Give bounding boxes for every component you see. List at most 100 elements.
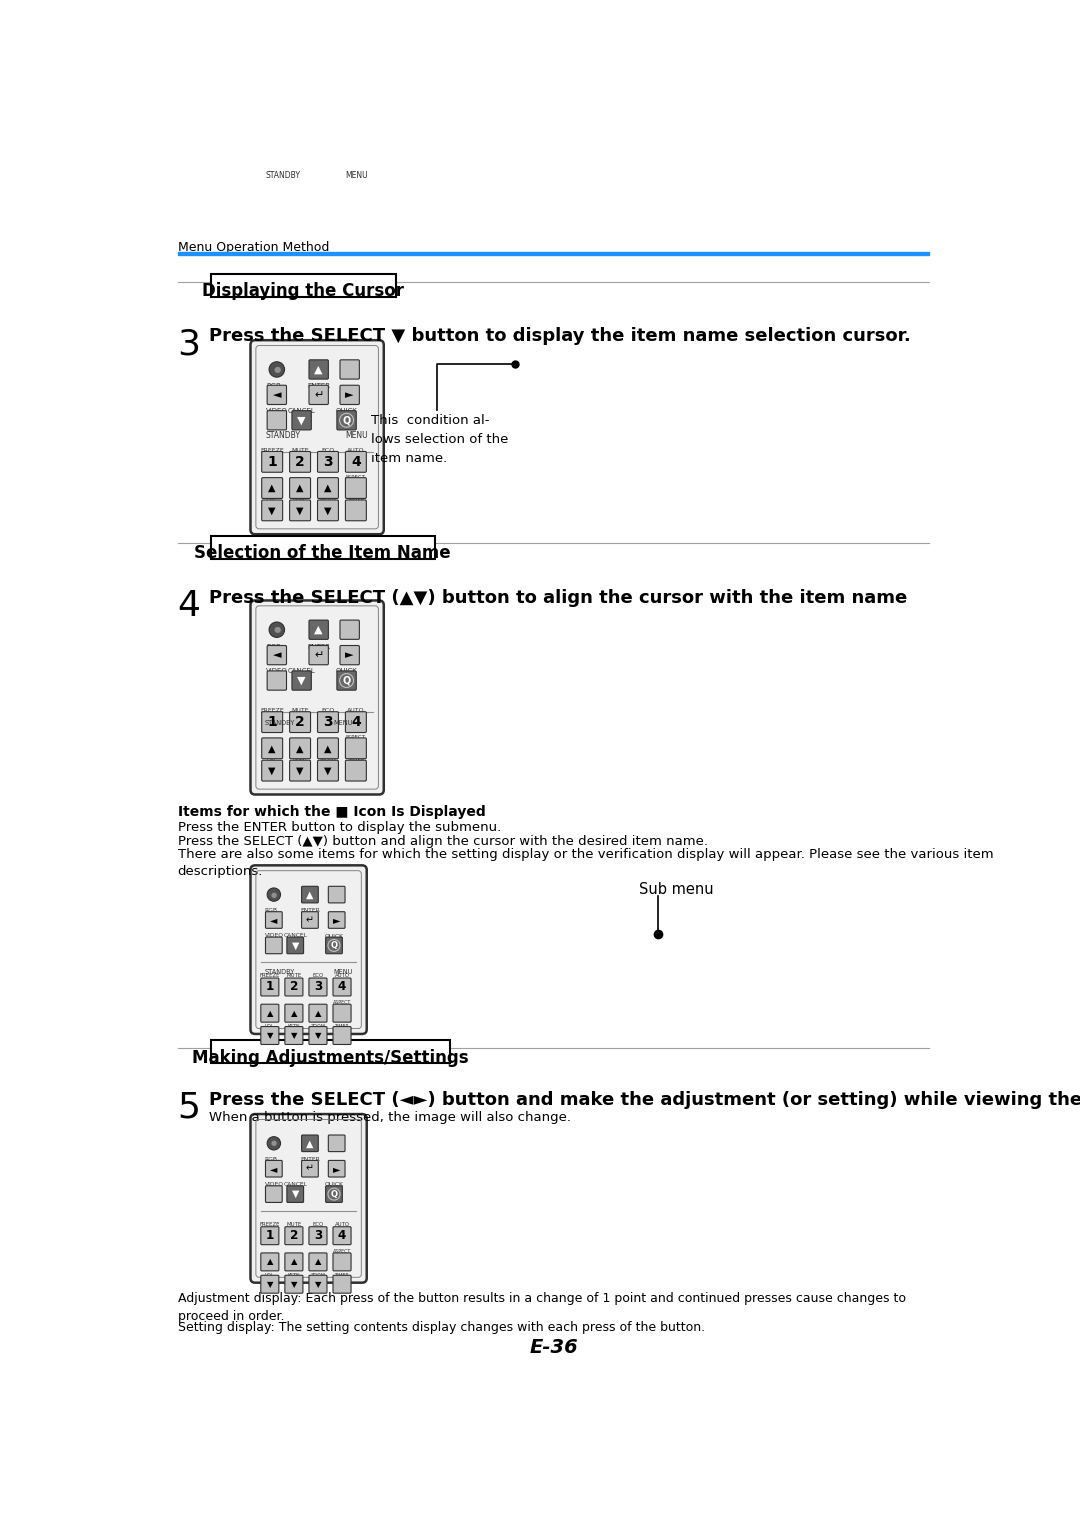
FancyBboxPatch shape <box>260 1276 279 1293</box>
Text: ▲: ▲ <box>296 743 303 754</box>
FancyBboxPatch shape <box>318 760 338 781</box>
Text: 5: 5 <box>177 1091 201 1125</box>
FancyBboxPatch shape <box>346 478 366 499</box>
Text: 3: 3 <box>314 1230 322 1242</box>
Text: ZOOM: ZOOM <box>311 1273 325 1277</box>
FancyBboxPatch shape <box>287 937 303 954</box>
Text: RGB: RGB <box>265 908 278 914</box>
FancyBboxPatch shape <box>261 739 283 758</box>
Text: 3: 3 <box>323 455 333 468</box>
FancyBboxPatch shape <box>318 739 338 758</box>
Text: RGB: RGB <box>266 383 281 389</box>
FancyBboxPatch shape <box>340 645 360 665</box>
Text: ◄: ◄ <box>270 1164 278 1173</box>
Text: ►: ► <box>333 916 340 925</box>
Circle shape <box>269 362 284 377</box>
Text: Press the SELECT (◄►) button and make the adjustment (or setting) while viewing : Press the SELECT (◄►) button and make th… <box>208 1091 1080 1109</box>
FancyBboxPatch shape <box>309 1004 327 1022</box>
FancyBboxPatch shape <box>285 978 302 996</box>
FancyBboxPatch shape <box>328 911 345 928</box>
Text: ▲: ▲ <box>269 484 275 493</box>
Text: ▼: ▼ <box>292 1189 299 1199</box>
FancyBboxPatch shape <box>340 385 360 404</box>
Text: Press the SELECT (▲▼) button and align the cursor with the desired item name.: Press the SELECT (▲▼) button and align t… <box>177 835 707 847</box>
FancyBboxPatch shape <box>346 711 366 732</box>
Text: 2: 2 <box>289 981 298 993</box>
Text: 4: 4 <box>177 589 201 623</box>
FancyBboxPatch shape <box>287 1186 303 1202</box>
Text: VIDEO: VIDEO <box>266 407 287 414</box>
Text: ECO: ECO <box>312 974 324 978</box>
Text: Q: Q <box>330 1190 338 1198</box>
FancyBboxPatch shape <box>346 501 366 520</box>
FancyBboxPatch shape <box>260 1027 279 1044</box>
Text: MENU: MENU <box>334 720 353 726</box>
Text: ▲: ▲ <box>314 624 323 635</box>
FancyBboxPatch shape <box>267 410 286 430</box>
Text: MENU: MENU <box>346 430 368 439</box>
Text: FREEZE: FREEZE <box>260 449 284 453</box>
FancyBboxPatch shape <box>292 410 311 430</box>
FancyBboxPatch shape <box>251 865 367 1035</box>
Text: ▼: ▼ <box>324 505 332 516</box>
Text: QUICK: QUICK <box>336 407 357 414</box>
Text: Q: Q <box>342 415 351 426</box>
Text: Setting display: The setting contents display changes with each press of the but: Setting display: The setting contents di… <box>177 1322 705 1334</box>
FancyBboxPatch shape <box>309 1276 327 1293</box>
Text: VOL: VOL <box>267 499 278 504</box>
Text: QUICK: QUICK <box>336 668 357 674</box>
Text: KSTN: KSTN <box>293 758 308 765</box>
Text: ZOOM: ZOOM <box>311 1024 325 1029</box>
Text: MUTE: MUTE <box>286 1222 301 1227</box>
Text: QUICK: QUICK <box>324 1181 343 1187</box>
Text: ►: ► <box>333 1164 340 1173</box>
Text: 1: 1 <box>268 716 278 729</box>
FancyBboxPatch shape <box>285 1276 302 1293</box>
FancyBboxPatch shape <box>326 937 342 954</box>
FancyBboxPatch shape <box>346 760 366 781</box>
Circle shape <box>267 888 281 902</box>
Text: ●: ● <box>271 891 276 897</box>
Text: 3: 3 <box>314 981 322 993</box>
Text: ►: ► <box>346 650 354 661</box>
FancyBboxPatch shape <box>333 1004 351 1022</box>
Text: ↵: ↵ <box>306 916 314 925</box>
FancyBboxPatch shape <box>267 645 286 665</box>
Text: FREEZE: FREEZE <box>260 708 284 713</box>
Text: 4: 4 <box>338 981 347 993</box>
Text: VOL: VOL <box>265 1273 274 1277</box>
Text: ENTER: ENTER <box>300 908 320 914</box>
Text: ↵: ↵ <box>306 1164 314 1173</box>
FancyBboxPatch shape <box>285 1253 302 1271</box>
Text: VIDEO: VIDEO <box>265 932 283 938</box>
FancyBboxPatch shape <box>318 478 338 499</box>
Text: ENTER: ENTER <box>307 383 330 389</box>
Text: Items for which the ■ Icon Is Displayed: Items for which the ■ Icon Is Displayed <box>177 806 485 819</box>
FancyBboxPatch shape <box>337 671 356 690</box>
Text: VIDEO: VIDEO <box>266 668 287 674</box>
Text: E-36: E-36 <box>529 1338 578 1357</box>
FancyBboxPatch shape <box>260 1004 279 1022</box>
FancyBboxPatch shape <box>285 1004 302 1022</box>
Text: VOL: VOL <box>265 1024 274 1029</box>
Text: ECO: ECO <box>322 449 335 453</box>
FancyBboxPatch shape <box>261 760 283 781</box>
FancyBboxPatch shape <box>260 1227 279 1245</box>
Text: Q: Q <box>342 676 351 685</box>
Text: ▼: ▼ <box>291 1280 297 1289</box>
Text: This  condition al-
lows selection of the
item name.: This condition al- lows selection of the… <box>372 414 509 465</box>
Text: ASPECT: ASPECT <box>346 475 366 481</box>
FancyBboxPatch shape <box>266 937 282 954</box>
Text: ▼: ▼ <box>314 1032 321 1041</box>
Text: VIDEO: VIDEO <box>265 1181 283 1187</box>
Text: ▼: ▼ <box>324 766 332 775</box>
FancyBboxPatch shape <box>267 385 286 404</box>
FancyBboxPatch shape <box>346 739 366 758</box>
Text: ●: ● <box>273 365 281 374</box>
Text: MUTE: MUTE <box>292 449 309 453</box>
Bar <box>177 252 930 255</box>
Text: ↵: ↵ <box>314 389 323 400</box>
Text: ▲: ▲ <box>307 1138 313 1148</box>
FancyBboxPatch shape <box>318 501 338 520</box>
Text: ▼: ▼ <box>314 1280 321 1289</box>
